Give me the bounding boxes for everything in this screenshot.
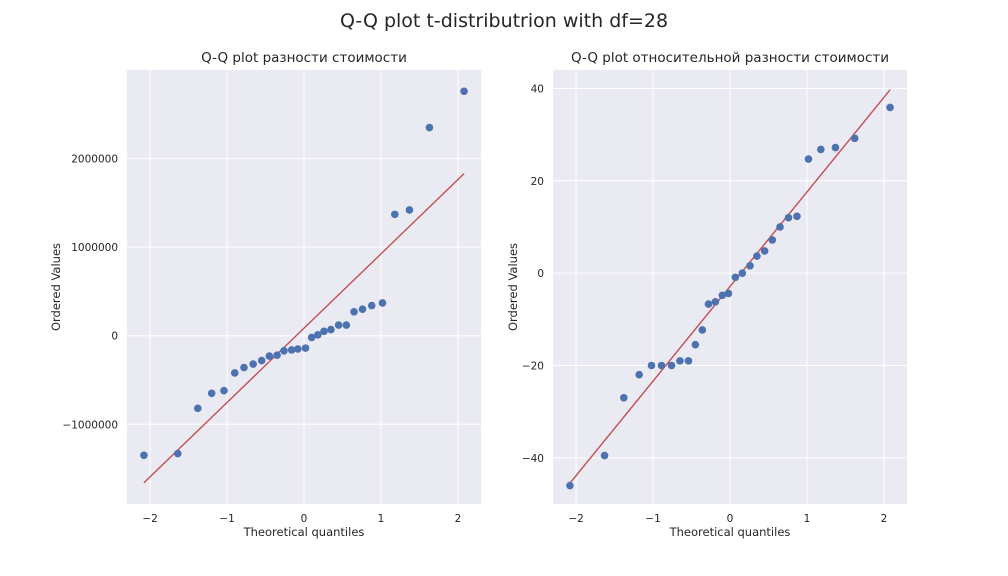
y-tick-label: 40 (531, 83, 544, 95)
qq-plot-right: −2 −1 0 1 2 −40 −20 0 20 40 Q-Q plot относительной… (506, 50, 907, 539)
data-point (760, 247, 769, 255)
data-point (249, 360, 258, 368)
data-point (425, 123, 434, 132)
y-tick-label: 0 (537, 268, 544, 280)
y-tick-label: −1000000 (62, 419, 118, 431)
data-point (367, 301, 376, 310)
data-point (265, 352, 274, 360)
plot-title: Q-Q plot относительной разности стоимост… (571, 50, 889, 66)
y-axis-label: Ordered Values (506, 243, 520, 331)
data-point (391, 210, 399, 219)
y-tick-label: 20 (531, 176, 544, 188)
y-tick-label: 2000000 (71, 154, 118, 166)
data-point (753, 252, 761, 260)
x-tick-label: −2 (568, 513, 583, 525)
data-point (173, 449, 182, 458)
data-point (768, 236, 777, 244)
data-point (831, 143, 840, 152)
y-tick-label: 0 (111, 331, 118, 343)
data-point (667, 361, 676, 370)
y-tick-label: −40 (522, 453, 544, 465)
data-point (684, 357, 693, 365)
data-point (460, 87, 468, 96)
x-tick-label: 0 (727, 513, 734, 525)
data-point (140, 451, 148, 460)
data-point (731, 273, 740, 282)
x-tick-label: 1 (378, 513, 385, 525)
data-point (850, 134, 859, 143)
data-point (704, 300, 713, 308)
data-point (676, 357, 684, 365)
x-tick-label: 0 (301, 513, 308, 525)
data-point (280, 346, 288, 355)
data-point (350, 308, 358, 316)
data-point (301, 344, 310, 352)
data-point (698, 326, 707, 334)
data-point (691, 340, 700, 349)
plot-title: Q-Q plot разности стоимости (201, 50, 407, 66)
data-point (724, 289, 733, 298)
data-point (784, 213, 793, 222)
y-tick-label: 1000000 (71, 242, 118, 254)
data-point (657, 361, 666, 370)
figure-title: Q-Q plot t-distributrion with df=28 (340, 10, 668, 32)
data-point (342, 321, 351, 329)
data-point (405, 206, 414, 214)
data-point (647, 361, 656, 370)
data-point (793, 212, 801, 221)
qq-plot-left: −2 −1 0 1 2 −1000000 0 1000000 2000000 Q-Q plot р… (49, 50, 481, 539)
x-tick-label: −2 (142, 513, 157, 525)
x-tick-label: −1 (645, 513, 660, 525)
data-point (287, 346, 296, 354)
data-point (600, 451, 609, 460)
data-point (207, 389, 216, 398)
data-point (314, 331, 322, 339)
data-point (635, 370, 643, 379)
data-point (566, 481, 574, 490)
x-tick-label: 2 (455, 513, 462, 525)
data-point (230, 369, 239, 377)
data-point (220, 386, 228, 395)
x-tick-label: 1 (804, 513, 811, 525)
data-point (358, 305, 367, 313)
data-point (240, 363, 248, 372)
data-point (378, 299, 387, 307)
data-point (718, 291, 727, 300)
data-point (334, 321, 343, 329)
fit-line (569, 89, 891, 484)
fit-line (143, 173, 465, 484)
data-point (320, 327, 328, 336)
data-point (746, 261, 754, 270)
y-axis-label: Ordered Values (49, 243, 63, 331)
data-point (776, 223, 784, 231)
data-point (817, 145, 825, 154)
data-point (738, 269, 747, 277)
data-point (327, 325, 335, 334)
data-point (620, 394, 628, 402)
data-point (804, 155, 813, 163)
data-point (294, 345, 302, 353)
x-axis-label: Theoretical quantiles (243, 525, 365, 539)
data-point (711, 297, 720, 306)
data-point (307, 333, 316, 342)
data-point (194, 404, 202, 413)
x-tick-label: −1 (219, 513, 234, 525)
x-axis-label: Theoretical quantiles (669, 525, 791, 539)
data-point (886, 103, 894, 112)
data-point (257, 356, 266, 365)
y-tick-label: −20 (522, 360, 544, 372)
x-tick-label: 2 (881, 513, 888, 525)
data-point (273, 351, 281, 360)
